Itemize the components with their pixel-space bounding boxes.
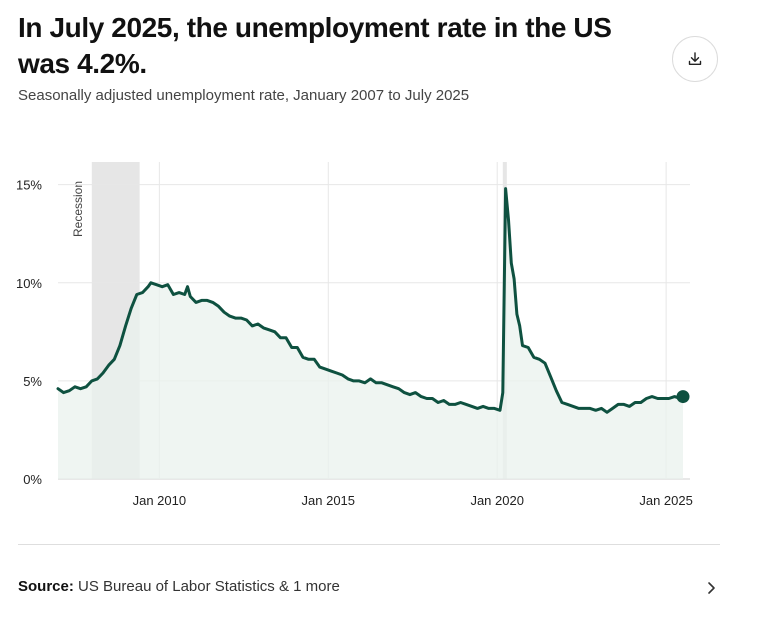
x-tick-label: Jan 2015: [302, 493, 356, 508]
divider: [18, 544, 720, 545]
y-tick-label: 5%: [23, 374, 42, 389]
series-line: [56, 187, 685, 414]
source-text: US Bureau of Labor Statistics & 1 more: [78, 578, 340, 595]
download-button[interactable]: [672, 36, 718, 82]
y-tick-label: 10%: [16, 276, 42, 291]
source-link[interactable]: Source: US Bureau of Labor Statistics & …: [18, 578, 340, 595]
x-tick-label: Jan 2025: [639, 493, 693, 508]
line-group: [56, 187, 690, 414]
recession-label: Recession: [71, 181, 85, 237]
chart-subtitle: Seasonally adjusted unemployment rate, J…: [18, 87, 470, 104]
area-fill-group: [58, 188, 683, 479]
y-tick-label: 15%: [16, 178, 42, 193]
y-tick-label: 0%: [23, 472, 42, 487]
x-tick-label: Jan 2010: [133, 493, 187, 508]
download-icon: [688, 52, 702, 65]
source-label: Source:: [18, 578, 74, 595]
chart-title: In July 2025, the unemployment rate in t…: [18, 12, 612, 79]
last-point-marker: [676, 390, 690, 404]
x-tick-label: Jan 2020: [470, 493, 524, 508]
unemployment-chart: Recession 0% 5% 10% 15% Jan 2010 Jan 2015 Jan …: [16, 162, 693, 508]
chevron-right-icon[interactable]: [704, 578, 720, 598]
axis-labels: 0% 5% 10% 15% Jan 2010 Jan 2015 Jan 2020 Jan 20…: [16, 178, 693, 508]
area-fill: [58, 188, 683, 479]
